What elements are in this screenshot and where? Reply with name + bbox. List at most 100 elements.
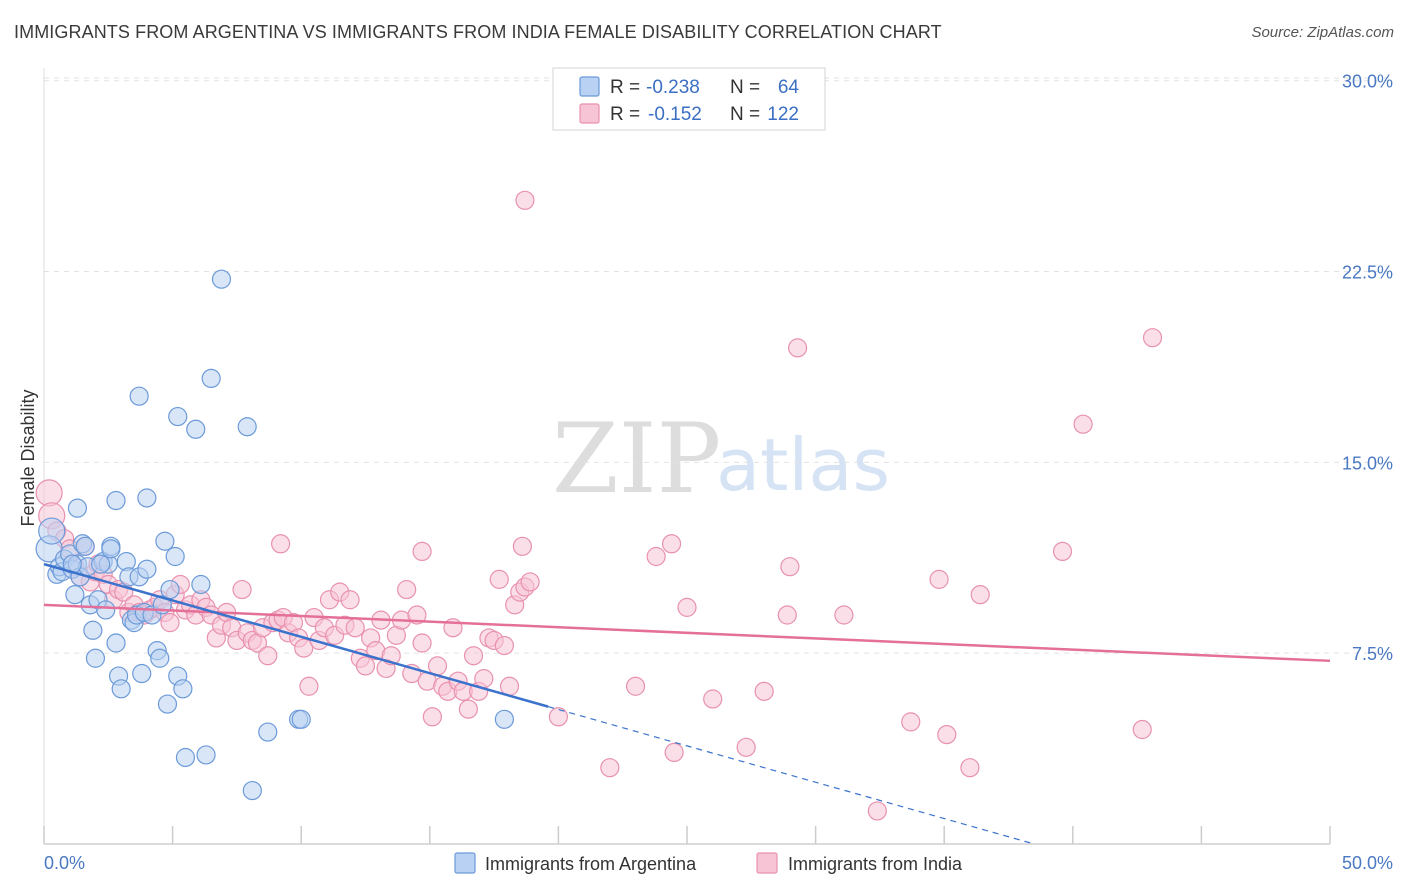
argentina-point bbox=[129, 386, 149, 406]
argentina-point bbox=[65, 585, 85, 605]
argentina-point bbox=[90, 554, 111, 574]
argentina-point bbox=[237, 417, 257, 437]
india-point bbox=[407, 605, 427, 625]
bottom-legend-label-argentina: Immigrants from Argentina bbox=[485, 854, 697, 874]
argentina-point bbox=[96, 600, 116, 620]
argentina-point bbox=[101, 539, 121, 559]
bottom-legend-swatch-argentina bbox=[454, 852, 476, 874]
india-point bbox=[515, 190, 535, 210]
argentina-point bbox=[201, 368, 221, 388]
legend-r-value-india: -0.152 bbox=[648, 104, 702, 125]
y-axis-label: Female Disability bbox=[18, 389, 38, 526]
y-tick-label: 30.0% bbox=[1342, 72, 1393, 92]
x-tick-label-max: 50.0% bbox=[1342, 853, 1393, 873]
argentina-point bbox=[38, 517, 66, 545]
india-point bbox=[422, 707, 442, 727]
india-point bbox=[299, 676, 319, 696]
india-point bbox=[661, 534, 682, 554]
india-point bbox=[397, 579, 417, 600]
india-point bbox=[340, 590, 360, 610]
trend-lines bbox=[43, 562, 1331, 845]
argentina-point bbox=[155, 531, 175, 551]
india-point bbox=[664, 742, 684, 763]
india-point bbox=[499, 676, 520, 696]
india-point bbox=[901, 712, 921, 732]
legend-r-label-argentina: R = bbox=[610, 77, 640, 98]
india-point bbox=[345, 618, 365, 638]
argentina-point bbox=[160, 579, 180, 600]
source-label: Source: ZipAtlas.com bbox=[1251, 24, 1394, 41]
india-point bbox=[1142, 328, 1163, 348]
argentina-point bbox=[106, 633, 126, 653]
series-india-points bbox=[35, 190, 1163, 821]
x-tick-label-min: 0.0% bbox=[44, 853, 85, 873]
india-point bbox=[754, 681, 774, 701]
argentina-point bbox=[157, 694, 178, 714]
argentina-point bbox=[186, 419, 206, 439]
legend-n-label-argentina: N = bbox=[730, 77, 760, 98]
series-argentina-points bbox=[35, 269, 514, 801]
india-point bbox=[355, 656, 376, 676]
argentina-point bbox=[137, 488, 157, 508]
correlation-legend: R = -0.238 N = 64 R = -0.152 N = 122 bbox=[552, 67, 826, 131]
argentina-trend-extension bbox=[547, 706, 1035, 845]
argentina-trend-line bbox=[43, 562, 549, 708]
bottom-legend-swatch-india bbox=[756, 852, 778, 874]
argentina-point bbox=[111, 679, 131, 699]
india-point bbox=[970, 585, 990, 605]
y-tick-label: 7.5% bbox=[1352, 644, 1393, 664]
india-point bbox=[548, 707, 569, 727]
india-point bbox=[160, 613, 180, 633]
y-tick-label: 15.0% bbox=[1342, 453, 1393, 473]
india-point bbox=[1073, 414, 1093, 434]
argentina-point bbox=[168, 406, 188, 427]
argentina-point bbox=[173, 679, 193, 699]
india-point bbox=[463, 646, 484, 666]
chart-title: IMMIGRANTS FROM ARGENTINA VS IMMIGRANTS … bbox=[14, 22, 942, 42]
india-point bbox=[494, 635, 514, 656]
argentina-point bbox=[191, 574, 211, 595]
bottom-legend-label-india: Immigrants from India bbox=[788, 854, 963, 874]
india-point bbox=[1132, 719, 1152, 740]
india-point bbox=[294, 638, 314, 658]
india-point bbox=[258, 646, 278, 666]
y-axis-tick-labels: 7.5% 15.0% 22.5% 30.0% bbox=[1342, 72, 1393, 664]
argentina-point bbox=[83, 620, 103, 640]
india-point bbox=[412, 633, 432, 653]
argentina-point bbox=[291, 709, 311, 729]
argentina-point bbox=[175, 747, 196, 768]
india-point bbox=[520, 572, 540, 592]
grid-lines bbox=[44, 77, 1393, 654]
india-point bbox=[1052, 541, 1073, 562]
legend-r-label-india: R = bbox=[610, 104, 640, 125]
india-point bbox=[271, 534, 291, 554]
legend-r-value-argentina: -0.238 bbox=[646, 77, 700, 98]
india-point bbox=[703, 689, 723, 709]
watermark: ZIP atlas bbox=[552, 403, 890, 515]
argentina-point bbox=[196, 745, 216, 765]
argentina-point bbox=[258, 722, 278, 742]
india-point bbox=[787, 338, 808, 358]
argentina-point bbox=[165, 546, 185, 567]
india-point bbox=[625, 676, 646, 696]
india-point bbox=[867, 801, 887, 821]
india-point bbox=[777, 605, 797, 625]
argentina-point bbox=[494, 709, 514, 729]
argentina-point bbox=[106, 490, 126, 511]
argentina-point bbox=[75, 536, 95, 556]
india-point bbox=[512, 536, 532, 556]
legend-swatch-india bbox=[579, 103, 600, 124]
india-trend-line bbox=[43, 603, 1331, 663]
india-point bbox=[834, 605, 854, 625]
argentina-point bbox=[132, 663, 152, 684]
legend-n-value-argentina: 64 bbox=[778, 77, 800, 98]
series-legend: Immigrants from Argentina Immigrants fro… bbox=[454, 852, 963, 874]
india-point bbox=[780, 557, 800, 577]
india-point bbox=[427, 656, 448, 676]
argentina-point bbox=[85, 648, 106, 668]
y-tick-label: 22.5% bbox=[1342, 263, 1393, 283]
india-point bbox=[412, 541, 432, 562]
india-point bbox=[600, 758, 620, 778]
argentina-point bbox=[242, 780, 262, 801]
